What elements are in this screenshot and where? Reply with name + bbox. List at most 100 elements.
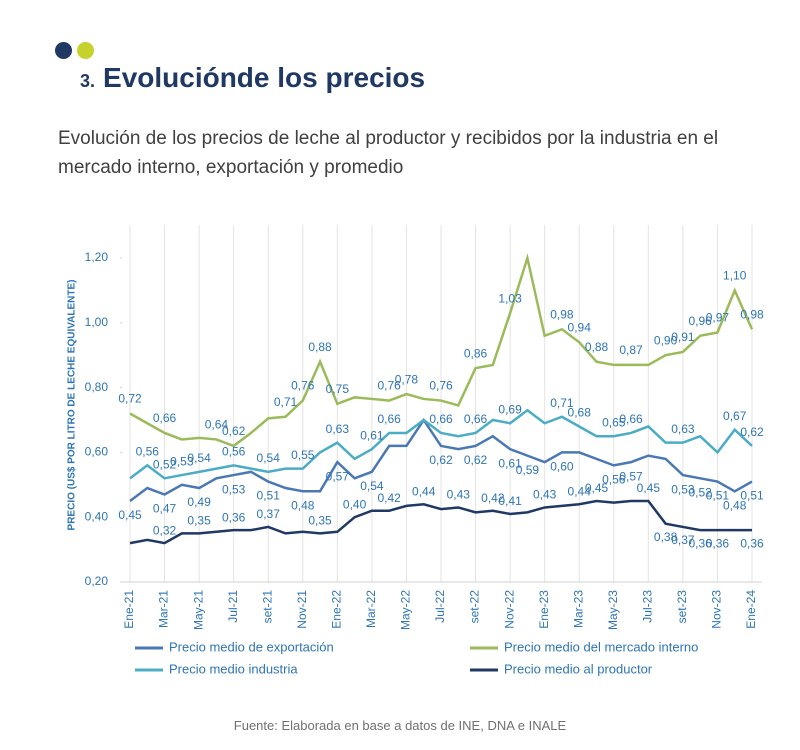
x-tick-label: May-23 [606, 590, 620, 630]
line [129, 253, 754, 448]
data-label: 0,76 [429, 379, 453, 393]
data-label: 1,03 [498, 291, 522, 305]
data-label: 0,45 [637, 481, 661, 495]
data-label: 0,32 [153, 523, 177, 537]
x-tick-label: Jul-22 [433, 590, 447, 623]
data-label: 0,37 [257, 507, 281, 521]
data-label: 0,44 [568, 484, 592, 498]
data-label: 0,53 [671, 482, 695, 496]
x-tick-label: set-23 [675, 590, 689, 624]
data-label: 0,65 [602, 415, 626, 429]
x-tick-label: Nov-23 [710, 590, 724, 629]
y-tick-label: 1,00 [85, 315, 109, 329]
data-label: 0,91 [671, 330, 695, 344]
legend-label: Precio medio industria [169, 661, 298, 676]
data-label: 0,52 [153, 457, 177, 471]
x-tick-label: Ene-23 [537, 590, 551, 629]
y-tick-label: 1,20 [85, 250, 109, 264]
data-label: 0,96 [688, 314, 712, 328]
data-label: 1,10 [723, 269, 747, 283]
data-label: 0,59 [516, 463, 540, 477]
heading-number: 3. [80, 71, 96, 91]
data-label: 0,47 [153, 502, 177, 516]
data-label: 0,53 [222, 482, 246, 496]
legend-label: Precio medio del mercado interno [504, 639, 698, 654]
data-label: 0,49 [187, 495, 211, 509]
x-tick-label: Jul-21 [226, 590, 240, 623]
data-label: 0,35 [187, 514, 211, 528]
data-label: 0,38 [654, 530, 678, 544]
data-label: 0,37 [671, 533, 695, 547]
x-tick-label: Nov-22 [502, 590, 516, 629]
data-label: 0,72 [118, 392, 142, 406]
subtitle: Evolución de los precios de leche al pro… [58, 128, 719, 178]
data-label: 0,45 [118, 508, 142, 522]
data-label: 0,54 [187, 451, 211, 465]
data-label: 0,88 [308, 340, 332, 354]
x-tick-label: May-21 [191, 590, 205, 630]
dot [55, 42, 72, 59]
data-label: 0,62 [464, 453, 488, 467]
y-tick-label: 0,20 [85, 574, 109, 588]
data-label: 0,94 [568, 320, 592, 334]
data-label: 0,55 [291, 448, 315, 462]
x-tick-label: Ene-24 [744, 590, 758, 629]
data-label: 0,87 [619, 343, 643, 357]
data-label: 0,63 [326, 422, 350, 436]
data-label: 0,43 [533, 488, 557, 502]
data-label: 0,48 [723, 498, 747, 512]
data-label: 0,54 [257, 451, 281, 465]
x-tick-label: Mar-21 [157, 590, 171, 628]
data-label: 0,71 [550, 396, 574, 410]
chart: PRECIO (US$ POR LITRO DE LECHE EQUIVALEN… [67, 225, 764, 676]
line [129, 408, 753, 480]
data-label: 0,51 [257, 489, 281, 503]
data-label: 0,66 [377, 412, 401, 426]
x-tick-label: Nov-21 [295, 590, 309, 629]
data-label: 0,52 [688, 485, 712, 499]
x-tick-label: set-21 [260, 590, 274, 624]
data-label: 0,69 [498, 402, 522, 416]
data-label: 0,66 [464, 412, 488, 426]
legend-label: Precio medio de exportación [169, 639, 334, 654]
heading: 3. Evoluciónde los precios [80, 62, 425, 94]
x-tick-label: Jul-23 [641, 590, 655, 623]
data-label: 0,56 [136, 445, 160, 459]
data-label: 0,61 [360, 428, 384, 442]
data-label: 0,66 [429, 412, 453, 426]
data-label: 0,36 [688, 536, 712, 550]
data-label: 0,63 [671, 422, 695, 436]
data-label: 0,98 [550, 307, 574, 321]
source: Fuente: Elaborada en base a datos de INE… [233, 718, 567, 733]
data-label: 0,75 [326, 382, 350, 396]
x-tick-label: Mar-22 [364, 590, 378, 628]
data-label: 0,76 [377, 379, 401, 393]
x-tick-label: May-22 [399, 590, 413, 630]
data-label: 0,66 [153, 411, 177, 425]
data-label: 0,48 [291, 498, 315, 512]
data-label: 0,62 [429, 453, 453, 467]
data-label: 0,86 [464, 346, 488, 360]
data-label: 0,56 [222, 445, 246, 459]
data-label: 0,64 [205, 418, 229, 432]
y-tick-label: 0,80 [85, 380, 109, 394]
data-label: 0,62 [740, 425, 764, 439]
data-label: 0,78 [395, 372, 419, 386]
data-label: 0,56 [602, 473, 626, 487]
data-label: 0,98 [740, 307, 764, 321]
data-label: 0,60 [550, 460, 574, 474]
x-tick-label: Ene-21 [122, 590, 136, 629]
x-tick-label: Mar-23 [571, 590, 585, 628]
line [129, 417, 753, 502]
data-label: 0,66 [619, 412, 643, 426]
y-axis-label: PRECIO (US$ POR LITRO DE LECHE EQUIVALEN… [67, 280, 78, 531]
y-tick-label: 0,60 [85, 445, 109, 459]
data-label: 0,57 [326, 469, 350, 483]
data-label: 0,45 [585, 481, 609, 495]
x-tick-label: Ene-22 [330, 590, 344, 629]
data-label: 0,51 [706, 489, 730, 503]
data-label: 0,62 [222, 424, 246, 438]
data-label: 0,61 [498, 456, 522, 470]
heading-title: Evoluciónde los precios [103, 62, 426, 93]
